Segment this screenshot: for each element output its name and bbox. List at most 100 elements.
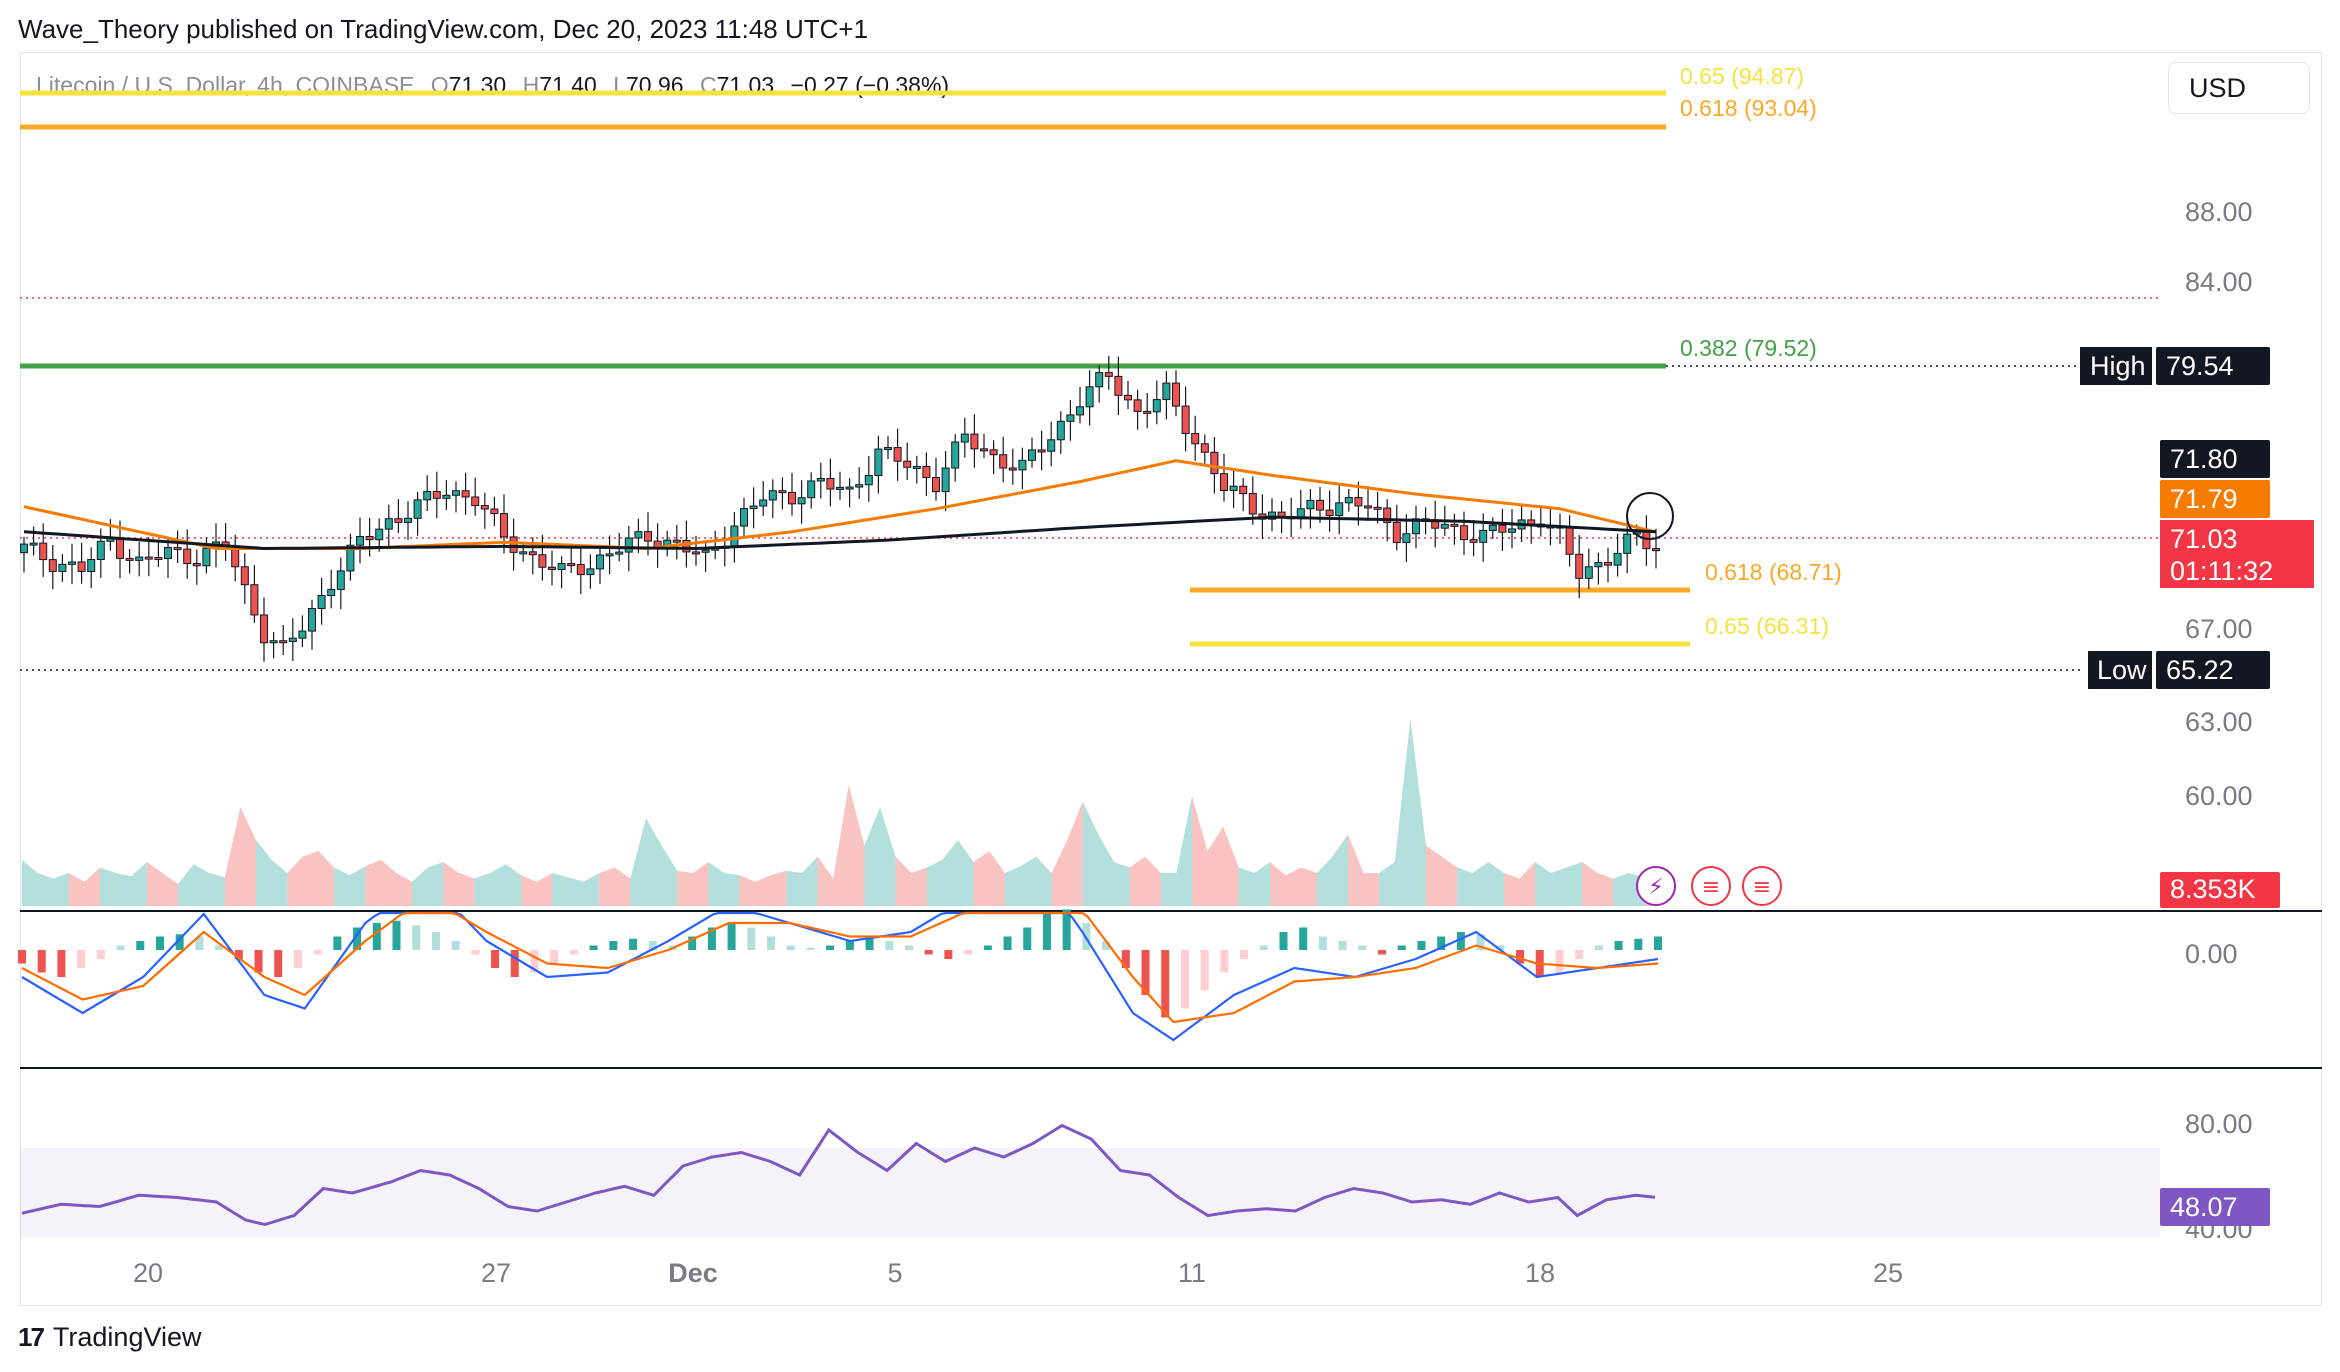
volume-area-segment <box>349 866 366 906</box>
footer-brand[interactable]: TradingView <box>52 1322 202 1352</box>
candle-body <box>1652 548 1660 552</box>
volume-area-segment <box>443 862 459 906</box>
candle-body <box>1066 414 1075 422</box>
candle-body <box>1364 505 1372 509</box>
volume-area-segment <box>1426 845 1442 906</box>
volume-area-segment <box>1504 873 1520 906</box>
macd-histogram-bar <box>1023 927 1032 950</box>
volume-area-segment <box>474 873 490 906</box>
volume-area-segment <box>1238 867 1255 906</box>
chart-frame <box>20 52 2322 1306</box>
candle-body <box>116 537 124 559</box>
high-tag-label: High <box>2090 351 2146 381</box>
volume-area-segment <box>755 875 771 906</box>
macd-histogram-bar <box>1279 932 1288 950</box>
time-axis-tick: 27 <box>481 1258 511 1288</box>
macd-histogram-bar <box>1476 934 1485 950</box>
fib-level-label: 0.65 (94.87) <box>1680 63 1804 89</box>
volume-area-segment <box>1535 862 1551 906</box>
candle-body <box>1172 382 1180 407</box>
volume-area-segment <box>786 870 802 906</box>
macd-histogram-bar <box>865 938 874 950</box>
candle-body <box>1479 529 1488 543</box>
candle-body <box>1210 451 1219 475</box>
candle-body <box>394 518 403 523</box>
candle-body <box>1124 394 1132 401</box>
candle-body <box>375 528 384 541</box>
candle-body <box>1460 525 1468 541</box>
macd-histogram-bar <box>1575 950 1584 959</box>
volume-area-segment <box>1379 862 1395 906</box>
volume-area-segment <box>880 807 896 906</box>
candle-body <box>855 484 864 488</box>
macd-histogram-bar <box>1121 950 1130 968</box>
macd-histogram-bar <box>747 927 756 950</box>
candle-body <box>586 568 595 576</box>
candle-body <box>989 449 998 456</box>
macd-histogram-bar <box>77 950 86 968</box>
volume-area-segment <box>396 873 412 906</box>
countdown-tag: 01:11:32 <box>2170 556 2273 586</box>
candle-body <box>183 548 192 565</box>
candle-body <box>135 556 144 561</box>
volume-area-segment <box>37 873 54 906</box>
macd-histogram-bar <box>1654 936 1662 950</box>
candle-body <box>1133 399 1142 412</box>
candle-body <box>20 543 28 554</box>
ema200-price-tag-bg <box>2160 440 2270 478</box>
candle-body <box>912 465 921 469</box>
ema200-price-tag: 71.80 <box>2170 444 2238 474</box>
macd-histogram-bar <box>451 941 460 950</box>
macd-histogram-bar <box>1318 936 1327 950</box>
macd-histogram-bar <box>1496 945 1505 950</box>
volume-area-segment <box>724 873 740 906</box>
candle-body <box>192 563 201 567</box>
candle-body <box>1335 502 1344 517</box>
price-axis-tick: 88.00 <box>2185 197 2253 227</box>
macd-histogram-bar <box>234 950 243 959</box>
macd-histogram-bar <box>1042 914 1051 950</box>
volume-area-segment <box>365 859 381 906</box>
candle-body <box>1037 449 1046 453</box>
candle-body <box>87 559 96 572</box>
volume-area-segment <box>583 873 600 906</box>
candle-body <box>682 539 691 553</box>
volume-area-segment <box>1051 840 1068 906</box>
candle-body <box>1056 420 1065 441</box>
candle-body <box>874 448 883 476</box>
volume-area-segment <box>802 856 818 906</box>
macd-histogram-bar <box>1358 945 1367 950</box>
volume-area-segment <box>646 818 662 906</box>
candle-body <box>788 491 796 505</box>
currency-button[interactable]: USD <box>2168 62 2310 114</box>
candle-body <box>308 608 316 632</box>
candle-body <box>740 508 748 527</box>
candle-body <box>816 477 825 482</box>
volume-area-segment <box>1207 826 1224 906</box>
high-tag-label-bg <box>2080 347 2152 385</box>
macd-histogram-bar <box>727 923 736 950</box>
candle-body <box>624 537 633 553</box>
candle-body <box>279 640 288 644</box>
candle-body <box>615 551 624 555</box>
candle-body <box>288 637 297 642</box>
volume-area-segment <box>115 873 132 906</box>
candle-body <box>1392 521 1401 544</box>
candle-body <box>96 540 105 561</box>
candle-body <box>144 556 153 560</box>
candle-body <box>538 554 547 568</box>
tradingview-logo-icon[interactable]: 17 <box>18 1322 45 1352</box>
macd-histogram-bar <box>116 945 125 950</box>
candle-body <box>500 513 508 538</box>
volume-area-segment <box>193 864 210 906</box>
macd-histogram-bar <box>569 950 578 955</box>
volume-area-segment <box>1441 856 1458 906</box>
macd-line <box>21 911 1659 1042</box>
volume-area-segment <box>271 859 288 906</box>
time-axis-tick: 11 <box>1178 1258 1206 1288</box>
us-flag-icon <box>1691 866 1731 906</box>
volume-area-segment <box>926 859 943 906</box>
candle-body <box>1354 497 1363 507</box>
candle-body <box>596 554 604 570</box>
